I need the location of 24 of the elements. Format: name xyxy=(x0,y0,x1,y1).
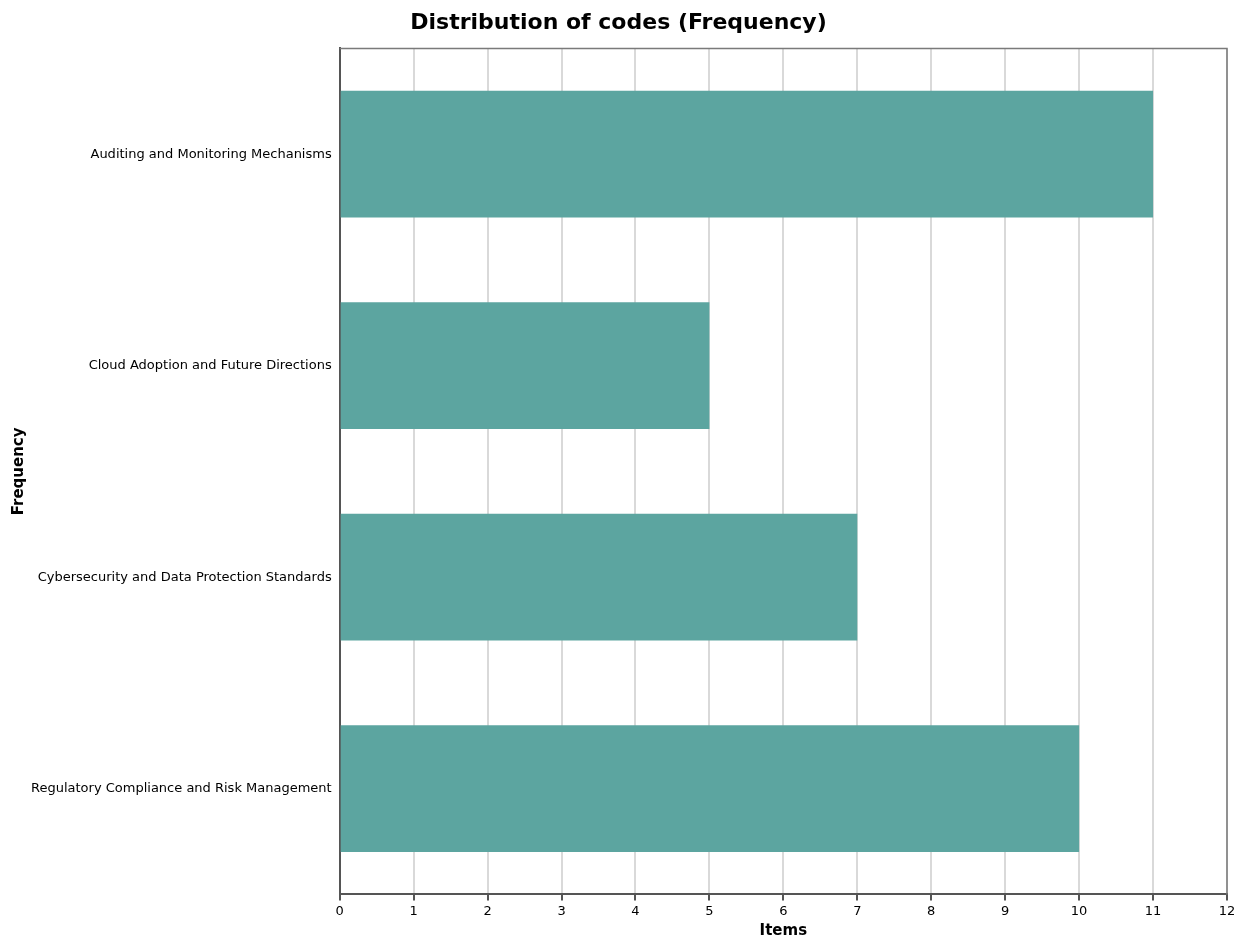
x-tick-label: 8 xyxy=(927,902,936,918)
y-tick-label: Auditing and Monitoring Mechanisms xyxy=(90,145,332,161)
bar xyxy=(340,725,1080,853)
chart-title: Distribution of codes (Frequency) xyxy=(410,8,827,34)
x-tick-label: 12 xyxy=(1218,902,1236,918)
x-tick-label: 2 xyxy=(483,902,492,918)
x-tick-label: 9 xyxy=(1001,902,1010,918)
x-tick-label: 11 xyxy=(1144,902,1162,918)
x-tick-label: 3 xyxy=(557,902,566,918)
x-axis-title: Items xyxy=(759,920,808,939)
bar xyxy=(340,90,1154,218)
x-tick-label: 0 xyxy=(335,902,344,918)
x-tick-label: 4 xyxy=(631,902,640,918)
x-tick-label: 1 xyxy=(409,902,418,918)
x-tick-label: 5 xyxy=(705,902,714,918)
y-tick-label: Cybersecurity and Data Protection Standards xyxy=(37,568,332,584)
x-tick-label: 6 xyxy=(779,902,788,918)
y-tick-label: Regulatory Compliance and Risk Management xyxy=(30,780,332,796)
x-tick-label: 7 xyxy=(853,902,862,918)
bar xyxy=(340,302,710,430)
x-tick-label: 10 xyxy=(1070,902,1088,918)
y-tick-label: Cloud Adoption and Future Directions xyxy=(88,357,332,373)
bar xyxy=(340,513,858,641)
y-axis-title: Frequency xyxy=(8,427,27,516)
